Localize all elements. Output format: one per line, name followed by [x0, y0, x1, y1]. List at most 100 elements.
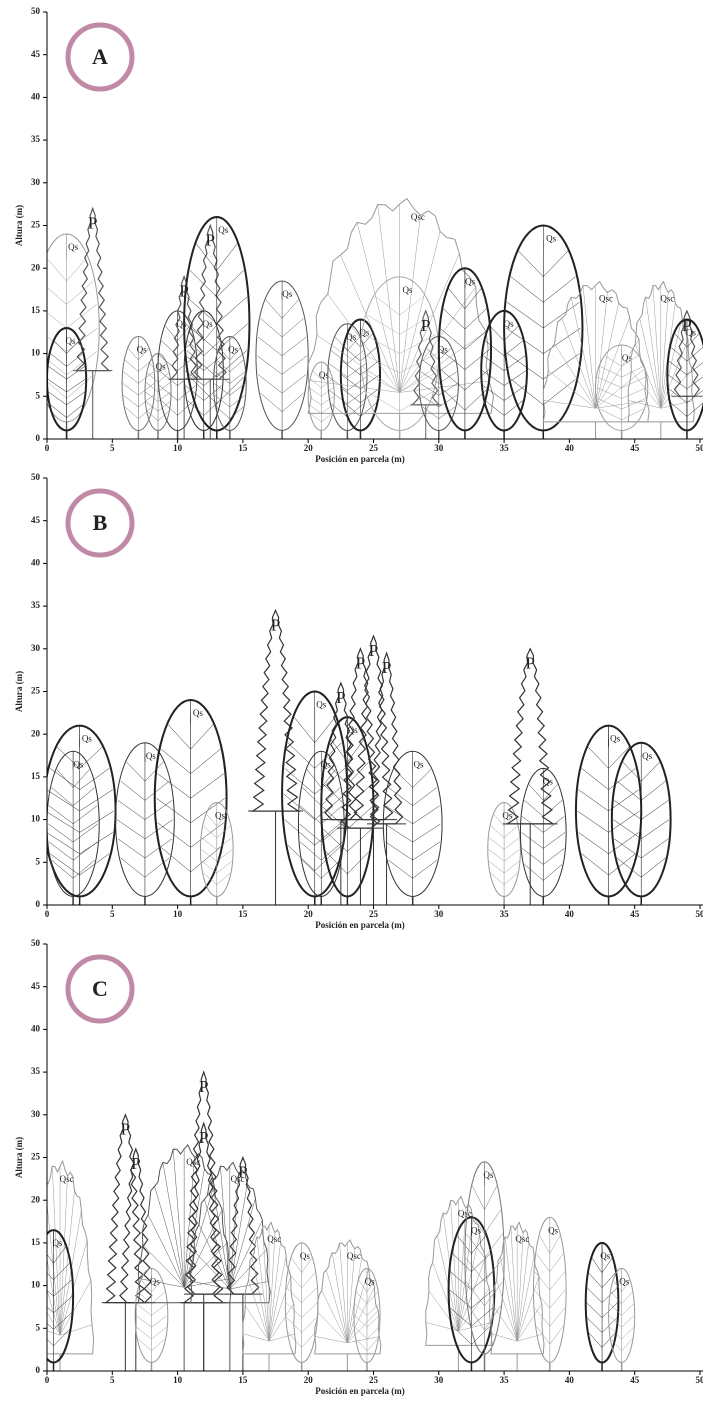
vein: [363, 372, 400, 393]
vein: [668, 388, 688, 403]
vein: [543, 848, 565, 865]
vein: [488, 849, 505, 862]
vein: [543, 327, 581, 354]
vein: [138, 1278, 185, 1288]
vein: [229, 1173, 239, 1290]
vein: [605, 355, 622, 367]
vein: [356, 1291, 368, 1304]
vein: [482, 355, 505, 371]
vein: [412, 841, 440, 861]
vein: [488, 837, 505, 850]
vein: [488, 861, 505, 874]
vein: [48, 823, 74, 843]
vein: [72, 787, 95, 806]
vein: [588, 1272, 603, 1288]
vein: [66, 391, 85, 406]
x-tick-label: 0: [45, 443, 50, 453]
vein: [135, 1315, 152, 1328]
vein: [588, 1332, 603, 1348]
vein: [363, 334, 400, 354]
vein: [242, 1333, 270, 1342]
vein: [608, 768, 636, 790]
vein: [668, 374, 688, 390]
vein: [190, 822, 224, 848]
vein: [340, 254, 400, 393]
vein: [443, 308, 466, 330]
vein: [229, 359, 244, 372]
vein: [160, 847, 191, 873]
pine-crown: [505, 647, 556, 825]
vein: [507, 353, 544, 380]
vein: [536, 1253, 551, 1272]
vein: [161, 340, 178, 356]
vein: [686, 376, 703, 390]
x-tick-label: 40: [565, 1375, 575, 1385]
y-tick-label: 20: [31, 728, 41, 738]
vein: [641, 780, 666, 801]
vein: [399, 331, 487, 393]
vein: [214, 383, 230, 396]
oak-crown: [627, 280, 695, 423]
species-label: P: [199, 1128, 208, 1147]
vein: [388, 787, 413, 806]
vein: [66, 366, 85, 380]
vein: [384, 823, 413, 843]
vein: [59, 1190, 75, 1336]
vein: [216, 376, 244, 404]
vein: [159, 385, 178, 401]
vein: [631, 370, 662, 409]
vein: [608, 853, 636, 876]
vein: [142, 1244, 185, 1288]
vein: [503, 340, 524, 356]
y-tick-label: 50: [31, 472, 41, 482]
vein: [47, 1306, 54, 1314]
vein: [53, 1329, 70, 1347]
vein: [66, 379, 86, 393]
vein: [503, 385, 526, 401]
x-tick-label: 10: [173, 909, 183, 919]
vein: [301, 1287, 317, 1303]
vein: [347, 390, 366, 404]
species-label: Qs: [642, 751, 652, 761]
vein: [47, 1330, 61, 1336]
vein: [360, 388, 379, 403]
panel-badge: [65, 22, 135, 92]
vein: [686, 390, 703, 403]
vein: [516, 1303, 543, 1342]
species-label: Qs: [52, 1238, 62, 1248]
x-tick-label: 5: [110, 1375, 115, 1385]
pine-crown: [411, 309, 441, 406]
vein: [66, 257, 88, 282]
species-label: P: [131, 1154, 140, 1173]
vein: [613, 819, 642, 840]
vein: [490, 872, 505, 885]
vein: [216, 837, 232, 850]
vein: [399, 314, 432, 335]
vein: [201, 861, 217, 874]
pine-crown: [324, 681, 358, 821]
vein: [549, 1235, 561, 1254]
vein: [543, 800, 563, 817]
vein: [464, 349, 490, 370]
vein: [157, 773, 191, 799]
vein: [286, 1287, 302, 1303]
vein: [229, 1183, 248, 1290]
vein: [660, 292, 669, 409]
vein: [162, 1162, 185, 1288]
vein: [47, 287, 67, 305]
vein: [47, 1311, 61, 1336]
species-label: Qs: [402, 285, 412, 295]
vein: [505, 327, 544, 354]
y-tick-label: 45: [31, 515, 41, 525]
vein: [549, 1289, 566, 1309]
vein: [610, 1338, 622, 1351]
vein: [177, 400, 194, 416]
vein: [360, 374, 380, 390]
panel-label: A: [92, 44, 108, 69]
vein: [301, 1257, 313, 1273]
vein: [399, 286, 476, 393]
vein: [151, 1303, 167, 1316]
vein: [342, 360, 361, 376]
vein: [144, 780, 170, 801]
vein: [216, 814, 228, 827]
